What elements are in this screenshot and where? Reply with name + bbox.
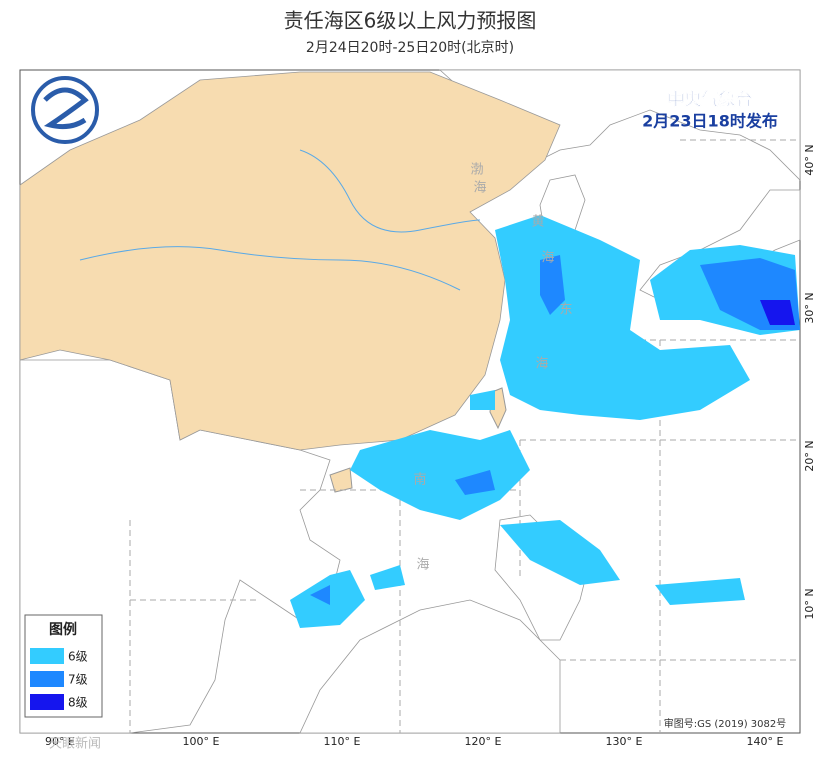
lon-label: 100° E bbox=[183, 735, 220, 748]
sea-label: 黄 bbox=[531, 215, 544, 230]
legend-label: 6级 bbox=[68, 650, 88, 664]
subtitle: 2月24日20时-25日20时(北京时) bbox=[306, 40, 514, 56]
lat-label: 10° N bbox=[803, 588, 816, 619]
title: 责任海区6级以上风力预报图 bbox=[284, 9, 537, 33]
sea-label: 东 bbox=[559, 303, 572, 318]
legend-label: 8级 bbox=[68, 696, 88, 710]
lon-label: 140° E bbox=[747, 735, 784, 748]
watermark: 天眼新闻 bbox=[49, 736, 101, 752]
wind-area bbox=[540, 255, 565, 315]
issuer-time: 2月23日18时发布 bbox=[642, 112, 778, 131]
review-number: 审图号:GS (2019) 3082号 bbox=[664, 717, 787, 730]
legend-swatch bbox=[30, 648, 64, 664]
lon-label: 90° E bbox=[45, 735, 75, 748]
sea-label: 海 bbox=[416, 558, 429, 573]
land bbox=[438, 69, 801, 181]
china-land bbox=[19, 71, 561, 451]
river bbox=[79, 246, 461, 291]
lat-label: 30° N bbox=[803, 292, 816, 323]
legend-swatch bbox=[30, 671, 64, 687]
sea-label: 海 bbox=[535, 357, 548, 372]
lon-label: 120° E bbox=[465, 735, 502, 748]
sea-label: 海 bbox=[473, 181, 486, 196]
island bbox=[329, 467, 353, 493]
lat-labels: 40° N 30° N 20° N 10° N bbox=[803, 144, 816, 619]
lon-label: 130° E bbox=[606, 735, 643, 748]
sea-label: 渤 bbox=[470, 162, 483, 178]
wind-area bbox=[370, 565, 405, 590]
wind-area bbox=[455, 470, 495, 495]
wind-areas bbox=[290, 215, 800, 628]
lon-labels: 90° E 100° E 110° E 120° E 130° E 140° E bbox=[45, 735, 783, 748]
wind-area bbox=[470, 390, 495, 410]
wind-area bbox=[310, 585, 330, 605]
map: 渤 海 黄 海 东 海 南 海 中央气象台 2月23日18时发布 图例 6级 7级… bbox=[19, 69, 801, 734]
lat-label: 40° N bbox=[803, 144, 816, 175]
wind-area bbox=[760, 300, 795, 325]
lon-label: 110° E bbox=[324, 735, 361, 748]
legend-swatch bbox=[30, 694, 64, 710]
river bbox=[299, 149, 481, 233]
logo bbox=[43, 87, 89, 130]
wind-area bbox=[655, 578, 745, 605]
legend-label: 7级 bbox=[68, 673, 88, 687]
sea-label: 南 bbox=[413, 472, 426, 488]
lat-label: 20° N bbox=[803, 440, 816, 471]
wind-area bbox=[350, 430, 530, 520]
sea-label: 海 bbox=[541, 251, 554, 266]
legend-title: 图例 bbox=[49, 621, 77, 638]
legend: 图例 6级 7级 8级 bbox=[24, 614, 103, 718]
wind-area bbox=[500, 520, 620, 585]
issuer-name: 中央气象台 bbox=[668, 89, 753, 110]
